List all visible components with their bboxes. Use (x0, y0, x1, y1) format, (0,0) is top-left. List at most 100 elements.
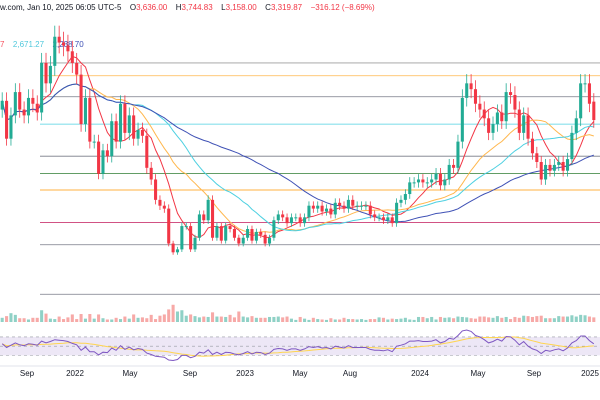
candle-body (311, 205, 315, 209)
ma-mid-line (1, 83, 594, 234)
source-and-date: w.com, Jan 10, 2025 06:05 UTC-5 (0, 3, 122, 12)
candle-body (13, 92, 17, 116)
candle-body (552, 164, 556, 171)
volume-bar (592, 317, 596, 322)
volume-bar (552, 318, 556, 322)
volume-bar (482, 316, 486, 322)
x-tick-label: 2023 (236, 369, 254, 378)
candle-body (79, 74, 83, 125)
candle-body (232, 229, 236, 238)
volume-bar (22, 318, 26, 322)
x-tick-label: May (292, 369, 307, 378)
volume-bar (478, 316, 482, 322)
candle-body (171, 243, 175, 253)
high-value: 3,744.83 (181, 3, 213, 12)
volume-bar (101, 318, 105, 322)
candle-body (114, 121, 118, 142)
volume-bar (62, 319, 66, 322)
volume-bar (587, 316, 591, 322)
volume-bar (495, 316, 499, 322)
volume-bar (351, 319, 355, 322)
volume-bar (399, 318, 403, 322)
candle-body (482, 109, 486, 119)
volume-bar (395, 319, 399, 322)
candle-body (184, 226, 188, 228)
volume-bar (544, 318, 548, 322)
volume-bar (149, 314, 153, 322)
candle-body (105, 150, 109, 157)
volume-bar (246, 317, 250, 322)
candle-body (48, 65, 52, 84)
volume-bar (202, 316, 206, 322)
volume-bar (66, 317, 70, 322)
candle-body (267, 237, 272, 244)
rsi-ma-line (2, 336, 594, 357)
candle-body (175, 249, 180, 253)
candle-body (285, 217, 289, 224)
candle-body (570, 132, 574, 160)
volume-bar (570, 315, 574, 322)
candle-body (574, 118, 578, 133)
volume-bar (175, 311, 180, 322)
candle-body (539, 162, 543, 180)
candle-body (202, 214, 206, 221)
open-value: 3,636.00 (136, 3, 168, 12)
candle-body (478, 103, 482, 110)
candle-body (487, 118, 491, 133)
volume-bar (285, 316, 289, 322)
candle-body (75, 62, 79, 75)
volume-bar (197, 317, 201, 322)
volume-bar (105, 319, 109, 322)
rsi-line (1, 329, 595, 362)
low-value: 3,158.00 (225, 3, 257, 12)
candle-body (197, 214, 201, 238)
volume-bar (316, 319, 320, 322)
candle-body (408, 182, 412, 195)
volume-bar (110, 319, 114, 322)
volume-bar (390, 318, 394, 322)
volume-bar (132, 314, 136, 322)
volume-bar (75, 319, 79, 322)
candle-body (412, 182, 416, 184)
volume-bar (513, 316, 517, 322)
volume-bar (412, 319, 416, 322)
volume-bar (465, 317, 469, 322)
candle-body (355, 205, 359, 207)
volume-bar (289, 318, 293, 322)
volume-bar (517, 317, 521, 322)
volume-bar (403, 317, 407, 322)
volume-bar (0, 317, 4, 322)
candle-body (53, 36, 57, 66)
volume-bar (342, 317, 346, 322)
volume-bar (140, 317, 144, 322)
ma-fast-line (1, 55, 595, 238)
volume-bar (530, 316, 534, 322)
candle-body (162, 205, 166, 209)
volume-bar (53, 319, 57, 322)
volume-bar (189, 314, 193, 322)
volume-bar (232, 317, 236, 322)
volume-bar (333, 319, 337, 322)
volume-bar (259, 317, 263, 322)
volume-bar (114, 317, 118, 322)
candle-body (316, 205, 320, 209)
volume-bar (557, 316, 561, 322)
volume-bar (460, 316, 464, 322)
candle-body (473, 89, 478, 104)
candle-body (241, 237, 245, 244)
candle-body (565, 159, 570, 171)
volume-bar (303, 318, 307, 322)
candle-body (561, 162, 565, 171)
x-tick-label: Sep (20, 369, 35, 378)
candle-body (526, 115, 530, 139)
close-label: C (265, 3, 271, 12)
volume-bar (272, 316, 276, 322)
candle-body (149, 167, 153, 180)
candle-body (158, 199, 162, 206)
volume-bar (298, 316, 302, 322)
candle-body (452, 164, 456, 168)
volume-bar (92, 318, 96, 322)
candle-body (338, 202, 342, 206)
candle-body (495, 112, 499, 125)
